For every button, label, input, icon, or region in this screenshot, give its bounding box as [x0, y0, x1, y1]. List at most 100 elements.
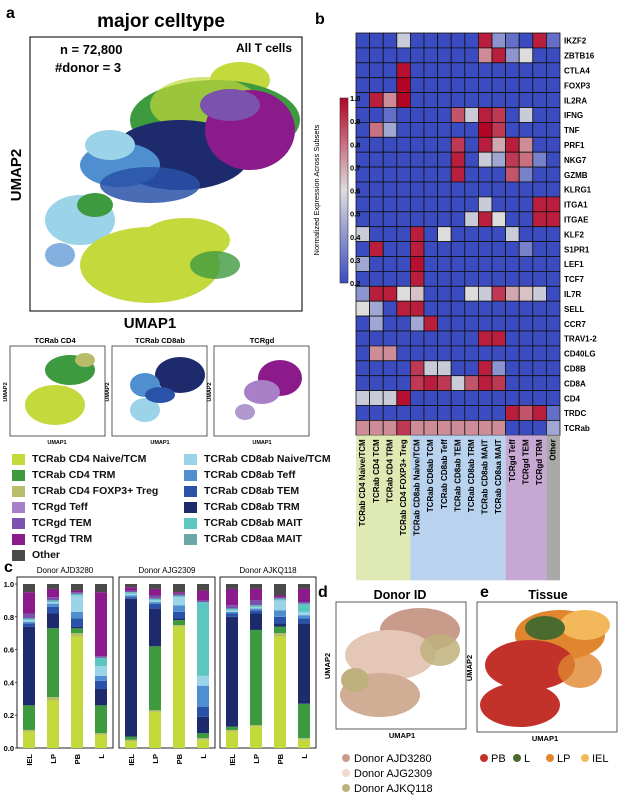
- heatmap-cell: [546, 107, 561, 123]
- bar-segment: [23, 620, 35, 622]
- small-umap-xlabel: UMAP1: [150, 440, 169, 446]
- small-umap-title: TCRab CD8ab: [135, 336, 185, 345]
- heatmap-cell: [546, 136, 561, 153]
- heatmap-cell: [423, 270, 439, 287]
- heatmap-cell: [477, 345, 493, 362]
- heatmap-cell: [355, 375, 371, 392]
- heatmap-cell: [355, 330, 371, 347]
- bar-category-label: L: [199, 754, 208, 759]
- heatmap-cell: [450, 47, 466, 64]
- bar-segment: [250, 588, 262, 601]
- heatmap-cell: [532, 32, 547, 49]
- heatmap-cell: [464, 405, 479, 421]
- heatmap-cell: [532, 375, 547, 392]
- heatmap: IKZF2 ZBTB16 CTLA4 FOXP3 IL2RA IFNG TNF PRF1 NKG…: [355, 32, 597, 581]
- bar-segment: [23, 623, 35, 627]
- gene-label: CD4: [564, 394, 581, 403]
- heatmap-cell: [437, 92, 452, 108]
- heatmap-cell: [464, 151, 479, 168]
- bar-category-label: IEL: [127, 754, 136, 766]
- colorbar-tick-label: 1.0: [350, 94, 360, 103]
- heatmap-cell: [355, 241, 371, 257]
- legend-swatch: [12, 485, 25, 497]
- small-umap-cd4: TCRab CD4 UMAP1 UMAP2: [3, 336, 106, 446]
- heatmap-cell: [396, 360, 411, 377]
- heatmap-cell: [369, 92, 384, 108]
- heatmap-cell: [409, 345, 425, 362]
- bar-segment: [71, 590, 83, 593]
- legend-item: TCRgd Teff: [12, 500, 88, 514]
- subset-group-band: [356, 435, 411, 581]
- bar-segment: [250, 725, 262, 727]
- heatmap-cell: [464, 62, 479, 79]
- heatmap-cell: [464, 122, 479, 138]
- heatmap-cell: [518, 285, 534, 302]
- heatmap-cell: [505, 390, 520, 406]
- y-tick-label: 0.2: [4, 711, 14, 720]
- heatmap-cell: [518, 196, 534, 213]
- heatmap-cell: [491, 107, 507, 123]
- umap-donor: [340, 608, 460, 717]
- heatmap-cell: [396, 315, 411, 332]
- bar-segment: [125, 597, 137, 599]
- heatmap-cell: [546, 285, 561, 302]
- heatmap-cell: [477, 92, 493, 108]
- heatmap-cell: [450, 62, 466, 79]
- legend-item: TCRab CD8aa MAIT: [184, 532, 302, 546]
- heatmap-cell: [409, 77, 425, 93]
- heatmap-cell: [382, 405, 398, 421]
- small-umap-title: TCRab CD4: [34, 336, 76, 345]
- bar-segment: [71, 592, 83, 594]
- legend-swatch: [12, 453, 25, 465]
- heatmap-cell: [532, 62, 547, 79]
- heatmap-cell: [464, 315, 479, 332]
- donor-frame: [118, 576, 216, 749]
- heatmap-cell: [491, 405, 507, 421]
- heatmap-cell: [505, 122, 520, 138]
- panel-d-xlabel: UMAP1: [389, 731, 415, 740]
- heatmap-cell: [450, 92, 466, 108]
- umap-blob: [155, 357, 205, 393]
- subset-label: TCRab CD4 TRM: [385, 439, 394, 503]
- heatmap-cell: [464, 226, 479, 242]
- heatmap-cell: [464, 270, 479, 287]
- bar-segment: [274, 623, 286, 627]
- heatmap-cell: [518, 390, 534, 406]
- heatmap-cell: [505, 32, 520, 49]
- small-umap-ylabel: UMAP2: [207, 382, 213, 401]
- heatmap-cell: [546, 300, 561, 317]
- legend-item: TCRab CD8ab MAIT: [184, 516, 303, 530]
- small-umap-cd8ab: TCRab CD8ab UMAP1 UMAP2: [105, 336, 208, 446]
- heatmap-cell: [505, 419, 520, 436]
- heatmap-cell: [437, 330, 452, 347]
- legend-marker: [546, 754, 554, 762]
- heatmap-cell: [546, 47, 561, 64]
- heatmap-cell: [409, 196, 425, 213]
- panel-a-xlabel: UMAP1: [124, 315, 177, 332]
- heatmap-cell: [369, 419, 384, 436]
- heatmap-cell: [423, 181, 439, 198]
- heatmap-cell: [546, 405, 561, 421]
- heatmap-cell: [396, 136, 411, 153]
- heatmap-cell: [532, 211, 547, 228]
- heatmap-cell: [546, 151, 561, 168]
- subset-label: TCRab CD4 TCM: [372, 439, 381, 503]
- heatmap-cell: [423, 360, 439, 377]
- bar-segment: [173, 611, 185, 619]
- bar-segment: [274, 597, 286, 599]
- heatmap-cell: [382, 300, 398, 317]
- heatmap-cell: [396, 345, 411, 362]
- panel-e-xlabel: UMAP1: [532, 734, 558, 743]
- heatmap-cell: [477, 270, 493, 287]
- bar-segment: [298, 618, 310, 624]
- heatmap-cell: [369, 107, 384, 123]
- legend-swatch: [12, 517, 25, 529]
- heatmap-cell: [423, 47, 439, 64]
- heatmap-cell: [450, 32, 466, 49]
- heatmap-cell: [532, 315, 547, 332]
- heatmap-cell: [382, 151, 398, 168]
- heatmap-cell: [464, 166, 479, 183]
- bar-segment: [197, 733, 209, 739]
- heatmap-cell: [396, 285, 411, 302]
- heatmap-cell: [477, 107, 493, 123]
